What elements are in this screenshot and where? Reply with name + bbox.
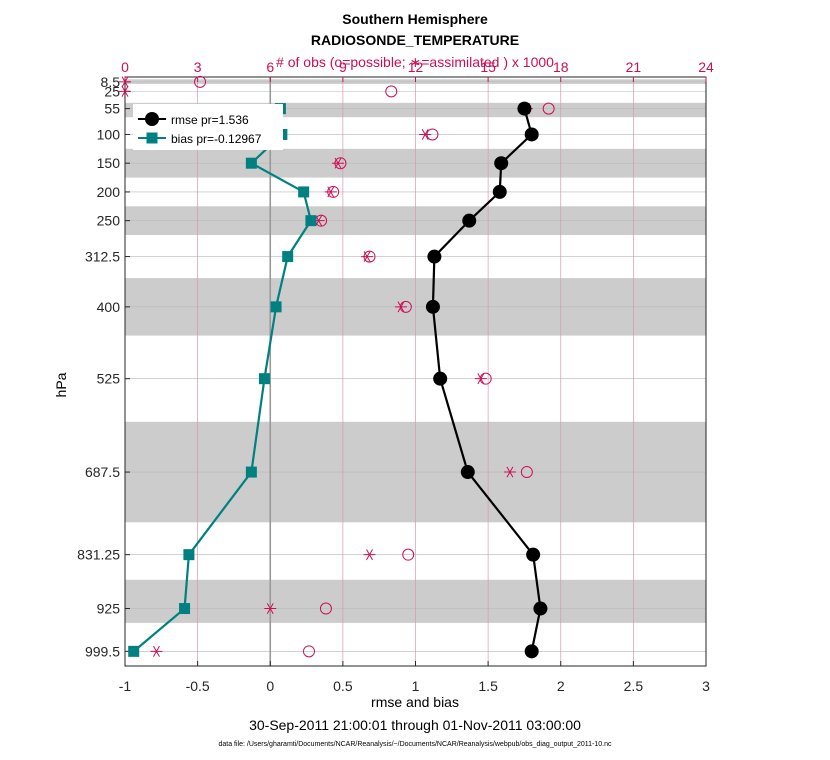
top-tick-label-4: 12 (408, 59, 424, 75)
obs-possible-marker-0 (194, 75, 207, 88)
top-tick-label-2: 6 (266, 59, 274, 75)
top-axis-ticks: 0 3 6 9 12 15 18 21 24 (121, 59, 714, 82)
legend-rmse-label: rmse pr=1.536 (171, 113, 249, 127)
y-tick-label-11: 831.25 (77, 547, 120, 563)
bias-point-10 (179, 603, 191, 615)
y-tick-label-6: 250 (97, 213, 121, 229)
top-tick-label-0: 0 (121, 59, 129, 75)
y-tick-label-4: 150 (97, 155, 121, 171)
footer-file: data file: /Users/gharamti/Documents/NCA… (218, 741, 612, 748)
chart-title: Southern Hemisphere (342, 11, 488, 27)
rmse-point-4 (462, 213, 477, 228)
obs-possible-marker-1 (385, 85, 398, 98)
bias-point-5 (282, 251, 294, 263)
rmse-point-9 (526, 547, 541, 562)
obs-assimilated-marker-13 (150, 645, 163, 657)
legend-bias-label: bias pr=-0.12967 (171, 132, 262, 146)
series-lines (128, 101, 548, 659)
rmse-point-8 (460, 465, 475, 480)
obs-assimilated-marker-8 (394, 301, 407, 313)
bias-point-9 (183, 549, 195, 561)
x-tick-label-6: 2 (557, 678, 565, 694)
top-tick-label-6: 18 (553, 59, 569, 75)
top-tick-label-8: 24 (698, 59, 714, 75)
y-tick-label-2: 55 (104, 101, 120, 117)
date-range: 30-Sep-2011 21:00:01 through 01-Nov-2011… (249, 717, 581, 733)
rmse-point-2 (494, 156, 509, 171)
bottom-axis-ticks: -1 -0.5 0 0.5 1 1.5 2 2.5 3 (119, 661, 710, 694)
x-tick-label-8: 3 (702, 678, 710, 694)
obs-possible-marker-2 (542, 102, 555, 115)
bias-point-3 (298, 186, 310, 198)
y-tick-label-0: 8.5 (101, 74, 121, 90)
legend: rmse pr=1.536 bias pr=-0.12967 (133, 104, 283, 150)
rmse-point-1 (524, 127, 539, 142)
y-tick-label-3: 100 (97, 126, 121, 142)
bias-point-11 (128, 645, 140, 657)
left-axis-ticks: 8.525 55 100 150 200 250 312.5 400 525 687.5 831.2… (77, 74, 130, 659)
bias-point-8 (245, 466, 257, 478)
obs-possible-marker-13 (302, 645, 315, 658)
rmse-point-3 (492, 184, 507, 199)
y-tick-label-1: 25 (104, 83, 120, 99)
rmse-point-7 (433, 371, 448, 386)
obs-assimilated-marker-11 (363, 549, 376, 561)
obs-assimilated-marker-1 (119, 85, 131, 97)
obs-assimilated-marker-9 (474, 373, 487, 385)
x-tick-label-3: 0.5 (333, 678, 353, 694)
obs-assimilated-marker-3 (419, 128, 432, 140)
top-tick-label-5: 15 (480, 59, 496, 75)
rmse-point-11 (524, 644, 539, 659)
y-tick-label-9: 525 (97, 371, 121, 387)
legend-bias-marker (146, 132, 158, 144)
obs-assimilated-marker-7 (361, 251, 374, 263)
obs-possible-marker-11 (402, 548, 415, 561)
legend-rmse-marker (145, 112, 159, 126)
obs-assimilated-marker-5 (324, 186, 337, 198)
rmse-line (431, 108, 542, 652)
top-tick-label-3: 9 (339, 59, 347, 75)
y-tick-label-5: 200 (97, 184, 121, 200)
bias-line (133, 108, 313, 653)
rmse-point-6 (425, 299, 440, 314)
x-tick-label-5: 1.5 (478, 678, 498, 694)
chart-subtitle: RADIOSONDE_TEMPERATURE (311, 32, 519, 48)
y-tick-label-12: 925 (97, 601, 121, 617)
obs-assimilated-marker-0 (119, 76, 131, 88)
y-tick-label-8: 400 (97, 299, 121, 315)
x-tick-label-0: -1 (119, 678, 132, 694)
rmse-point-5 (427, 249, 442, 264)
top-tick-label-7: 21 (626, 59, 642, 75)
y-tick-label-13: 999.5 (85, 643, 120, 659)
bias-point-2 (245, 157, 257, 169)
y-tick-label-7: 312.5 (85, 249, 120, 265)
x-tick-label-7: 2.5 (624, 678, 644, 694)
x-tick-label-1: -0.5 (186, 678, 210, 694)
obs-assimilated-marker-10 (503, 466, 516, 478)
x-tick-label-4: 1 (412, 678, 420, 694)
obs-possible-marker-12 (319, 602, 332, 615)
y-axis-label: hPa (53, 372, 69, 397)
rmse-point-10 (533, 601, 548, 616)
x-axis-label: rmse and bias (371, 694, 459, 710)
bias-point-7 (258, 373, 270, 385)
top-axis-label: # of obs (o=possible; ∗=assimilated ) x … (276, 54, 554, 70)
x-tick-label-2: 0 (266, 678, 274, 694)
legend-box (133, 104, 283, 150)
bias-point-6 (270, 301, 282, 313)
obs-assimilated-marker-12 (264, 603, 277, 615)
top-tick-label-1: 3 (194, 59, 202, 75)
bias-point-4 (305, 215, 317, 227)
rmse-point-0 (517, 101, 532, 116)
y-tick-label-10: 687.5 (85, 464, 120, 480)
obs-possible-marker-10 (520, 466, 533, 479)
obs-assimilated-marker-4 (332, 157, 345, 169)
